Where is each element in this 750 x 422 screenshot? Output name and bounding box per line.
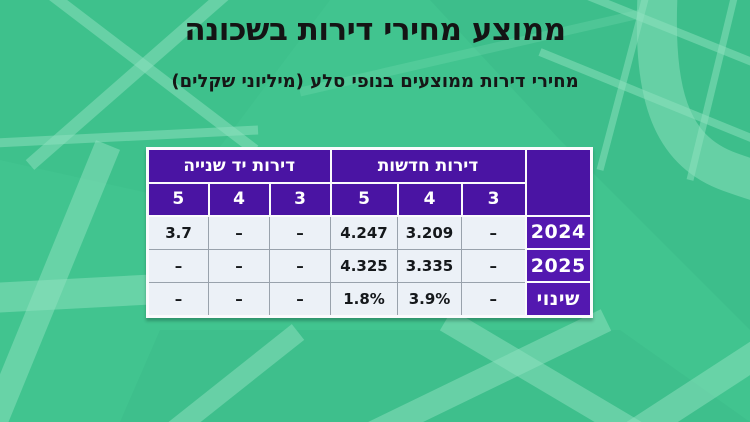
row-label-change: שינוי (524, 281, 593, 317)
cell-2025-new-4: 3.335 (397, 248, 462, 283)
page-subtitle: מחירי דירות ממוצעים בנופי סלע (מיליוני ש… (171, 71, 579, 92)
corner-cell (524, 147, 593, 217)
cell-2025-used-5: – (147, 248, 209, 283)
table-row-2024: 2024 – 3.209 4.247 – – 3.7 (147, 214, 593, 250)
table-row-change: שינוי – 3.9% 1.8% – – – (147, 281, 593, 317)
row-label-2024: 2024 (524, 214, 593, 250)
cell-2025-new-3: – (461, 248, 526, 283)
column-numbers-row: 3 4 5 3 4 5 (146, 181, 592, 217)
cell-change-used-4: – (208, 281, 270, 317)
cell-2024-used-5: 3.7 (147, 215, 209, 250)
col-header-used-4: 4 (207, 181, 271, 217)
cell-2024-used-3: – (269, 215, 331, 250)
cell-2025-new-5: 4.325 (330, 248, 398, 283)
cell-2024-new-5: 4.247 (330, 215, 398, 250)
col-header-new-4: 4 (396, 181, 463, 217)
row-label-2025: 2025 (524, 248, 593, 283)
cell-2025-used-3: – (269, 248, 331, 283)
group-header-used: דירות יד שנייה (146, 147, 332, 184)
cell-2024-new-4: 3.209 (397, 215, 462, 250)
table-row-2025: 2025 – 3.335 4.325 – – – (147, 248, 593, 283)
group-header-row: דירות חדשות דירות יד שנייה (146, 147, 593, 217)
cell-2024-used-4: – (208, 215, 270, 250)
cell-change-new-5: 1.8% (330, 281, 398, 317)
col-header-new-5: 5 (329, 181, 399, 217)
cell-2024-new-3: – (461, 215, 526, 250)
price-table: דירות חדשות דירות יד שנייה 3 4 5 3 4 5 2… (146, 147, 593, 318)
col-header-new-3: 3 (460, 181, 527, 217)
cell-change-used-3: – (269, 281, 331, 317)
col-header-used-3: 3 (268, 181, 332, 217)
group-header-new: דירות חדשות (329, 147, 527, 184)
col-header-used-5: 5 (146, 181, 210, 217)
cell-change-new-4: 3.9% (397, 281, 462, 317)
cell-change-new-3: – (461, 281, 526, 317)
cell-change-used-5: – (147, 281, 209, 317)
cell-2025-used-4: – (208, 248, 270, 283)
page-title: ממוצע מחירי דירות בשכונה (184, 12, 566, 48)
